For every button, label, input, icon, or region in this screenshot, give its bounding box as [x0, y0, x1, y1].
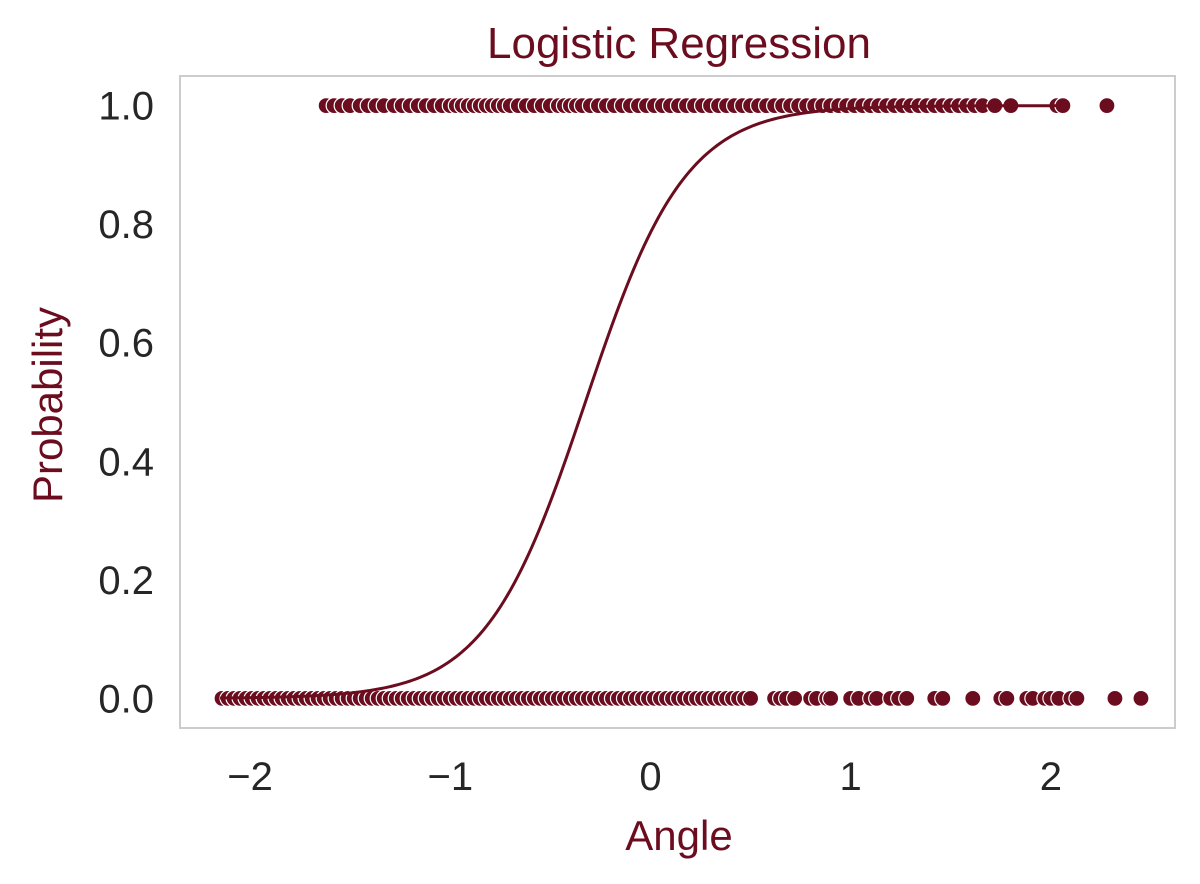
- data-point: [934, 689, 952, 707]
- x-tick-label: −1: [427, 755, 473, 799]
- x-tick-label: 0: [639, 755, 661, 799]
- x-tick-label: 2: [1040, 755, 1062, 799]
- y-tick-label: 1.0: [98, 85, 154, 129]
- data-point: [964, 689, 982, 707]
- y-axis-tick-labels: 0.0 0.2 0.4 0.6 0.8 1.0: [98, 85, 154, 722]
- x-axis-tick-labels: −2 −1 0 1 2: [227, 755, 1062, 799]
- data-point: [998, 689, 1016, 707]
- x-tick-label: −2: [227, 755, 273, 799]
- data-point: [786, 689, 804, 707]
- data-point: [1068, 689, 1086, 707]
- y-tick-label: 0.8: [98, 203, 154, 247]
- chart-title: Logistic Regression: [487, 19, 871, 68]
- y-tick-label: 0.0: [98, 677, 154, 721]
- x-tick-label: 1: [840, 755, 862, 799]
- y-tick-label: 0.2: [98, 559, 154, 603]
- data-point: [822, 689, 840, 707]
- data-point: [1106, 689, 1124, 707]
- x-axis-label: Angle: [625, 812, 732, 859]
- y-tick-label: 0.6: [98, 322, 154, 366]
- sigmoid-curve: [220, 104, 1061, 700]
- plot-area-frame: [179, 75, 1176, 729]
- data-point: [1098, 97, 1116, 115]
- y-axis-label: Probability: [24, 307, 71, 503]
- data-point: [1132, 689, 1150, 707]
- data-point: [741, 689, 760, 707]
- data-points: [213, 97, 1150, 707]
- data-point: [898, 689, 916, 707]
- y-tick-label: 0.4: [98, 440, 154, 484]
